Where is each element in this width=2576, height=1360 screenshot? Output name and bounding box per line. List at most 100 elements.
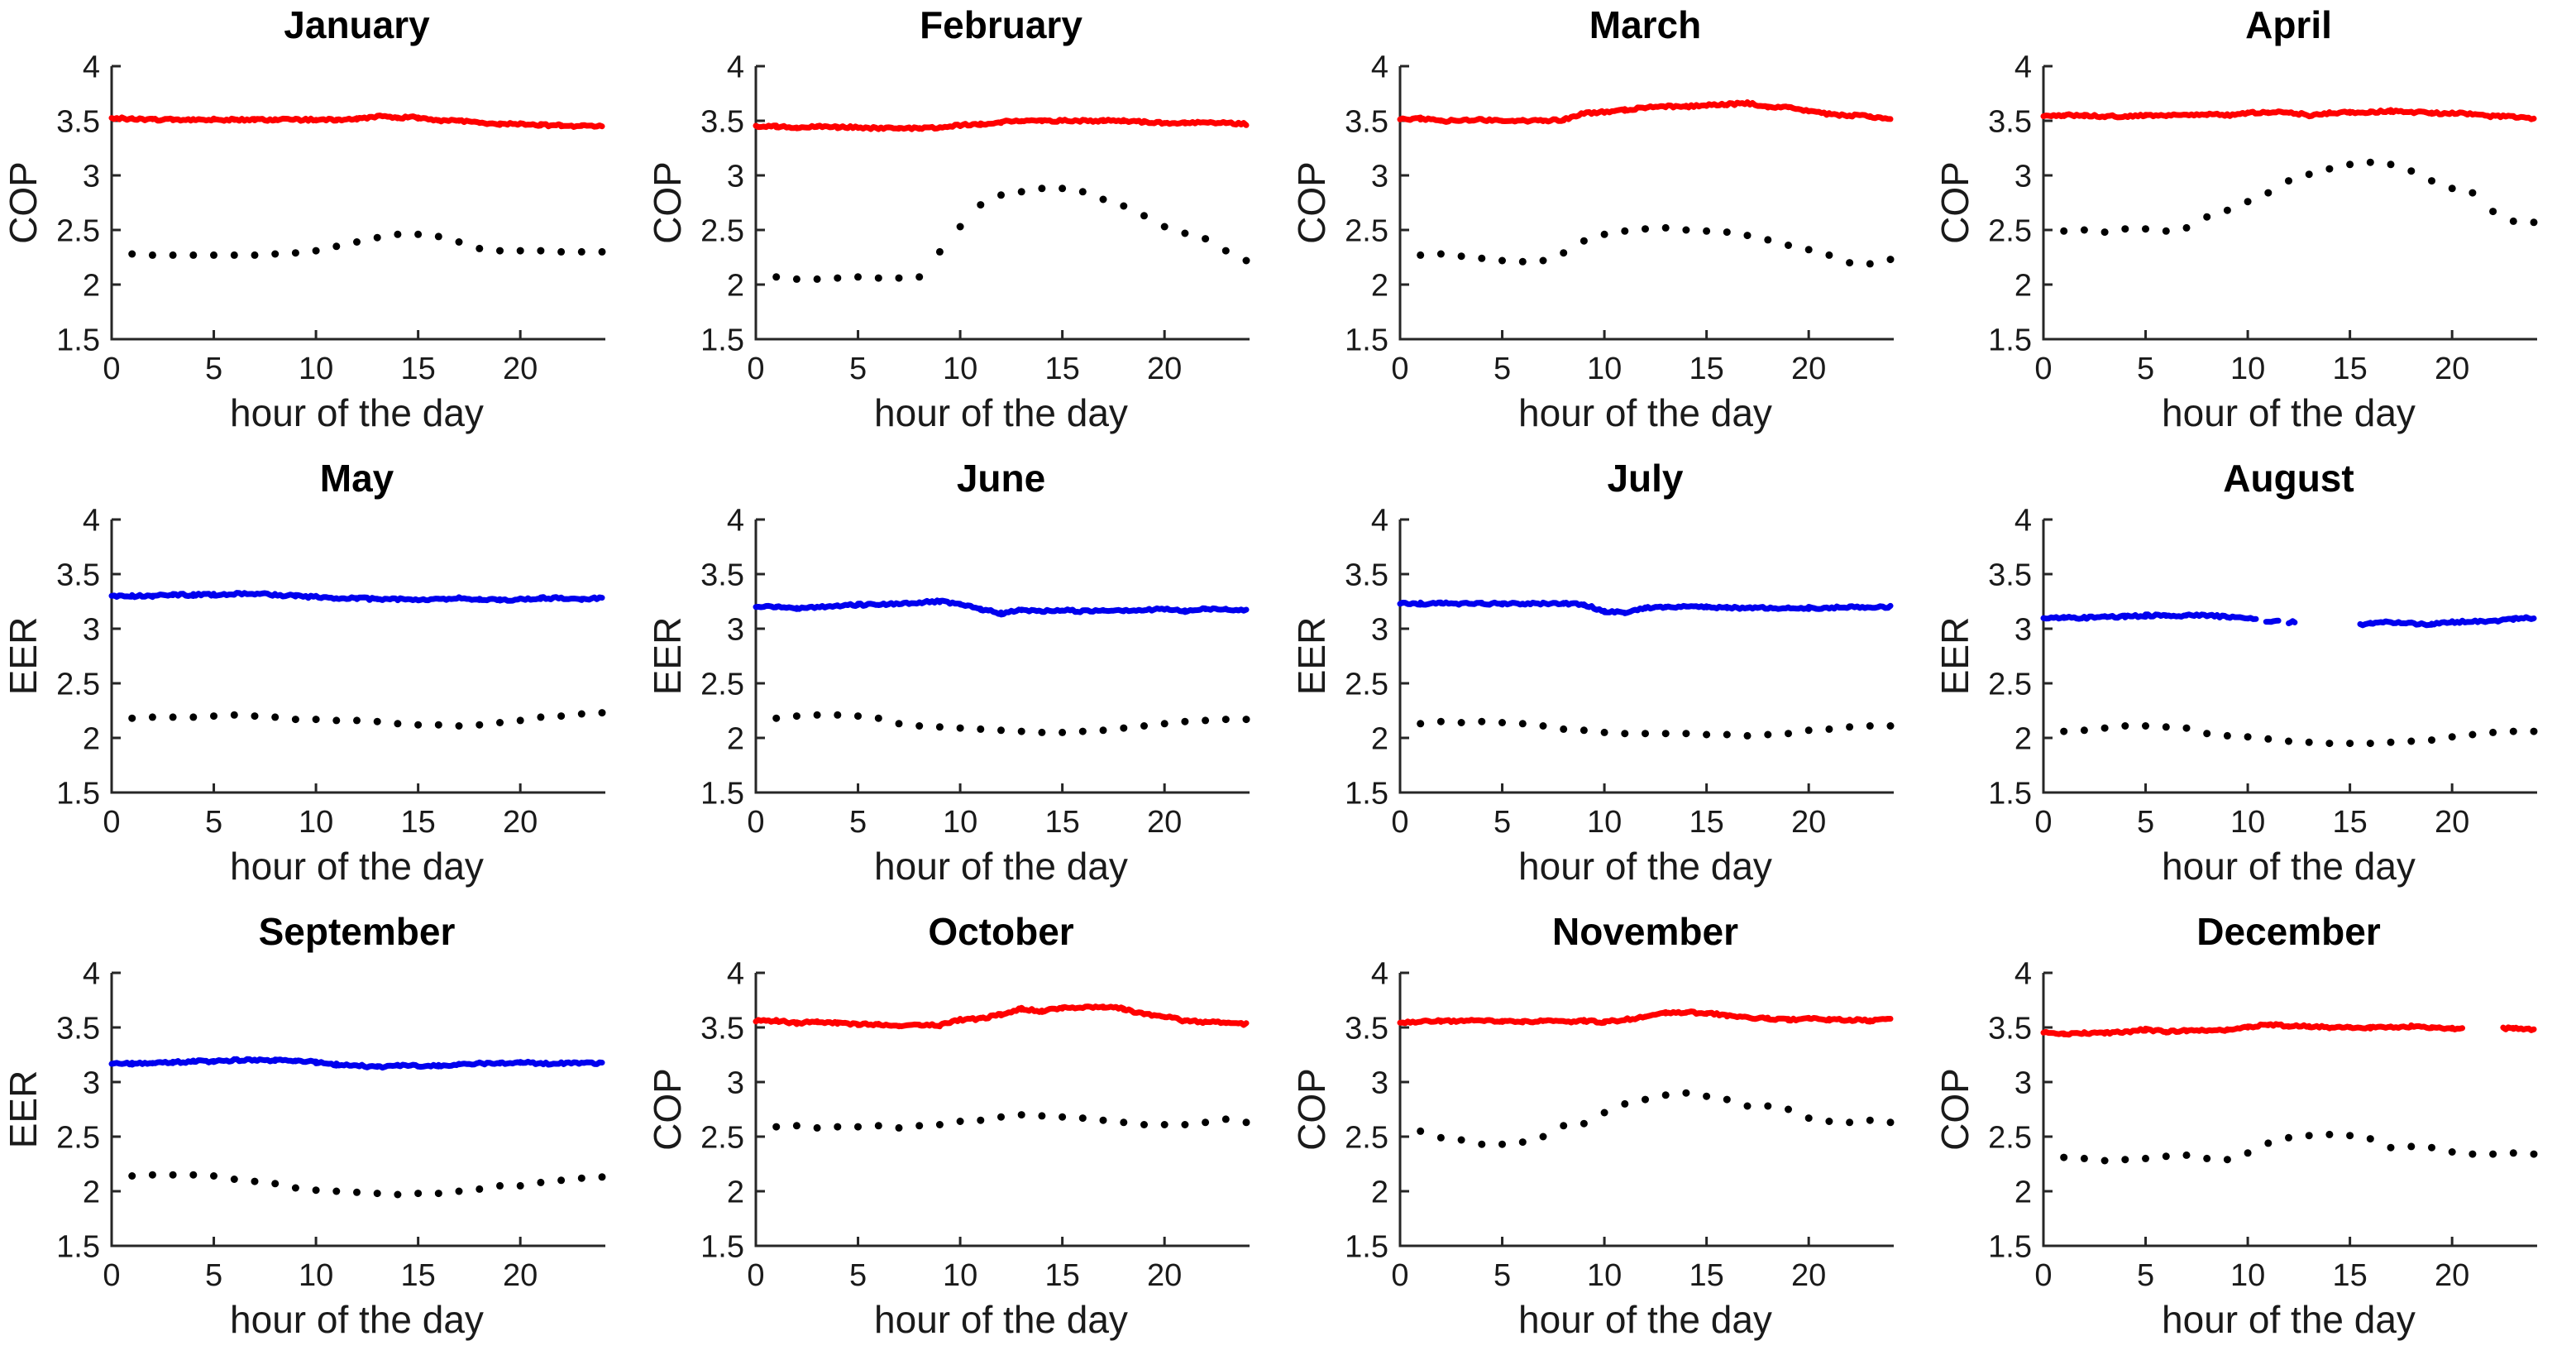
continuous-series <box>753 1003 1250 1030</box>
mean-dot <box>2060 227 2068 235</box>
hourly-mean-dots <box>772 1111 1250 1132</box>
mean-dot <box>2468 1150 2477 1158</box>
mean-dot <box>772 714 780 722</box>
hourly-mean-dots <box>2060 1130 2538 1165</box>
y-tick-label: 3 <box>727 1066 744 1101</box>
subplot-title: October <box>928 910 1073 953</box>
x-tick-label: 15 <box>2333 352 2368 386</box>
y-tick-label: 3 <box>83 613 100 648</box>
mean-dot <box>1477 717 1485 725</box>
mean-dot <box>2530 1150 2538 1158</box>
x-tick-label: 0 <box>1391 1258 1408 1293</box>
mean-dot <box>2530 727 2538 735</box>
x-tick-label: 0 <box>2035 1258 2053 1293</box>
subplot-october: 1.5 2 2.5 3 3.5 4 0 5 10 15 20 October COP hour of th… <box>646 910 1250 1341</box>
mean-dot <box>353 716 361 725</box>
mean-dot <box>895 720 903 728</box>
mean-dot <box>2264 1139 2273 1147</box>
x-tick-label: 10 <box>943 1258 977 1293</box>
x-tick-label: 10 <box>2230 1258 2265 1293</box>
mean-dot <box>516 247 524 255</box>
subplot-february: 1.5 2 2.5 3 3.5 4 0 5 10 15 20 February COP hour of t… <box>646 3 1250 434</box>
y-tick-label: 3 <box>1370 160 1388 194</box>
mean-dot <box>312 1186 320 1195</box>
axes-lines <box>1398 520 1894 794</box>
mean-dot <box>169 251 177 259</box>
mean-dot <box>935 1121 944 1128</box>
mean-dot <box>2182 724 2191 732</box>
y-axis-ticks: 1.5 2 2.5 3 3.5 4 <box>1345 504 1409 812</box>
continuous-line <box>2357 614 2537 629</box>
mean-dot <box>1763 236 1771 244</box>
mean-dot <box>128 250 136 258</box>
mean-dot <box>1702 730 1710 739</box>
subplot-title: May <box>320 457 394 500</box>
mean-dot <box>1763 730 1771 739</box>
mean-dot <box>874 714 882 722</box>
y-axis-label: EER <box>2 1070 45 1149</box>
mean-dot <box>2387 160 2395 169</box>
y-tick-label: 2 <box>727 1176 744 1210</box>
subplot-march: 1.5 2 2.5 3 3.5 4 0 5 10 15 20 March COP hour of the … <box>1290 3 1894 434</box>
y-tick-label: 2 <box>83 269 100 304</box>
mean-dot <box>1641 225 1649 233</box>
y-axis-ticks: 1.5 2 2.5 3 3.5 4 <box>56 957 121 1265</box>
mean-dot <box>598 709 606 717</box>
x-tick-label: 0 <box>1391 805 1408 840</box>
mean-dot <box>2407 167 2416 175</box>
mean-dot <box>1518 720 1527 728</box>
mean-dot <box>1804 246 1813 254</box>
y-axis-label: COP <box>2 161 45 244</box>
y-tick-label: 3 <box>2014 160 2032 194</box>
y-axis-label: EER <box>1290 617 1333 696</box>
continuous-line <box>1397 1008 1893 1027</box>
mean-dot <box>1824 725 1833 733</box>
mean-dot <box>2163 723 2171 731</box>
mean-dot <box>2448 1148 2456 1156</box>
subplot-title: January <box>284 3 430 46</box>
y-axis-ticks: 1.5 2 2.5 3 3.5 4 <box>700 504 765 812</box>
continuous-series <box>753 117 1250 132</box>
mean-dot <box>516 1181 524 1190</box>
x-tick-label: 15 <box>2333 1258 2368 1293</box>
subplot-title: July <box>1607 457 1683 500</box>
x-tick-label: 10 <box>299 1258 333 1293</box>
mean-dot <box>1181 229 1189 237</box>
mean-dot <box>956 223 964 231</box>
x-tick-label: 15 <box>2333 805 2368 840</box>
mean-dot <box>1221 716 1230 724</box>
mean-dot <box>271 713 280 721</box>
mean-dot <box>2428 177 2436 185</box>
mean-dot <box>1038 728 1046 736</box>
mean-dot <box>148 251 156 259</box>
y-axis-ticks: 1.5 2 2.5 3 3.5 4 <box>1345 50 1409 358</box>
y-tick-label: 1.5 <box>56 1230 100 1265</box>
mean-dot <box>251 251 259 259</box>
x-tick-label: 20 <box>1791 352 1826 386</box>
y-tick-label: 3.5 <box>1345 1012 1388 1046</box>
subplot-title: June <box>957 457 1045 500</box>
mean-dot <box>1600 230 1608 238</box>
mean-dot <box>1539 722 1546 730</box>
y-tick-label: 1.5 <box>1345 323 1388 358</box>
axes-lines <box>110 973 605 1247</box>
x-tick-label: 15 <box>1689 805 1723 840</box>
mean-dot <box>2489 208 2497 216</box>
mean-dot <box>772 273 780 281</box>
mean-dot <box>1702 1092 1710 1100</box>
y-tick-label: 4 <box>83 957 100 992</box>
x-axis-ticks: 0 5 10 15 20 <box>103 330 538 386</box>
x-tick-label: 15 <box>1689 1258 1723 1293</box>
mean-dot <box>598 247 606 256</box>
mean-dot <box>1539 1133 1546 1141</box>
mean-dot <box>2142 722 2150 730</box>
x-tick-label: 10 <box>299 352 333 386</box>
mean-dot <box>1120 1118 1128 1127</box>
mean-dot <box>1641 730 1649 738</box>
mean-dot <box>1866 260 1874 268</box>
mean-dot <box>434 232 442 241</box>
mean-dot <box>251 712 259 721</box>
mean-dot <box>1824 251 1833 259</box>
subplot-april: 1.5 2 2.5 3 3.5 4 0 5 10 15 20 April COP hour of the … <box>1933 3 2538 434</box>
mean-dot <box>169 713 177 721</box>
